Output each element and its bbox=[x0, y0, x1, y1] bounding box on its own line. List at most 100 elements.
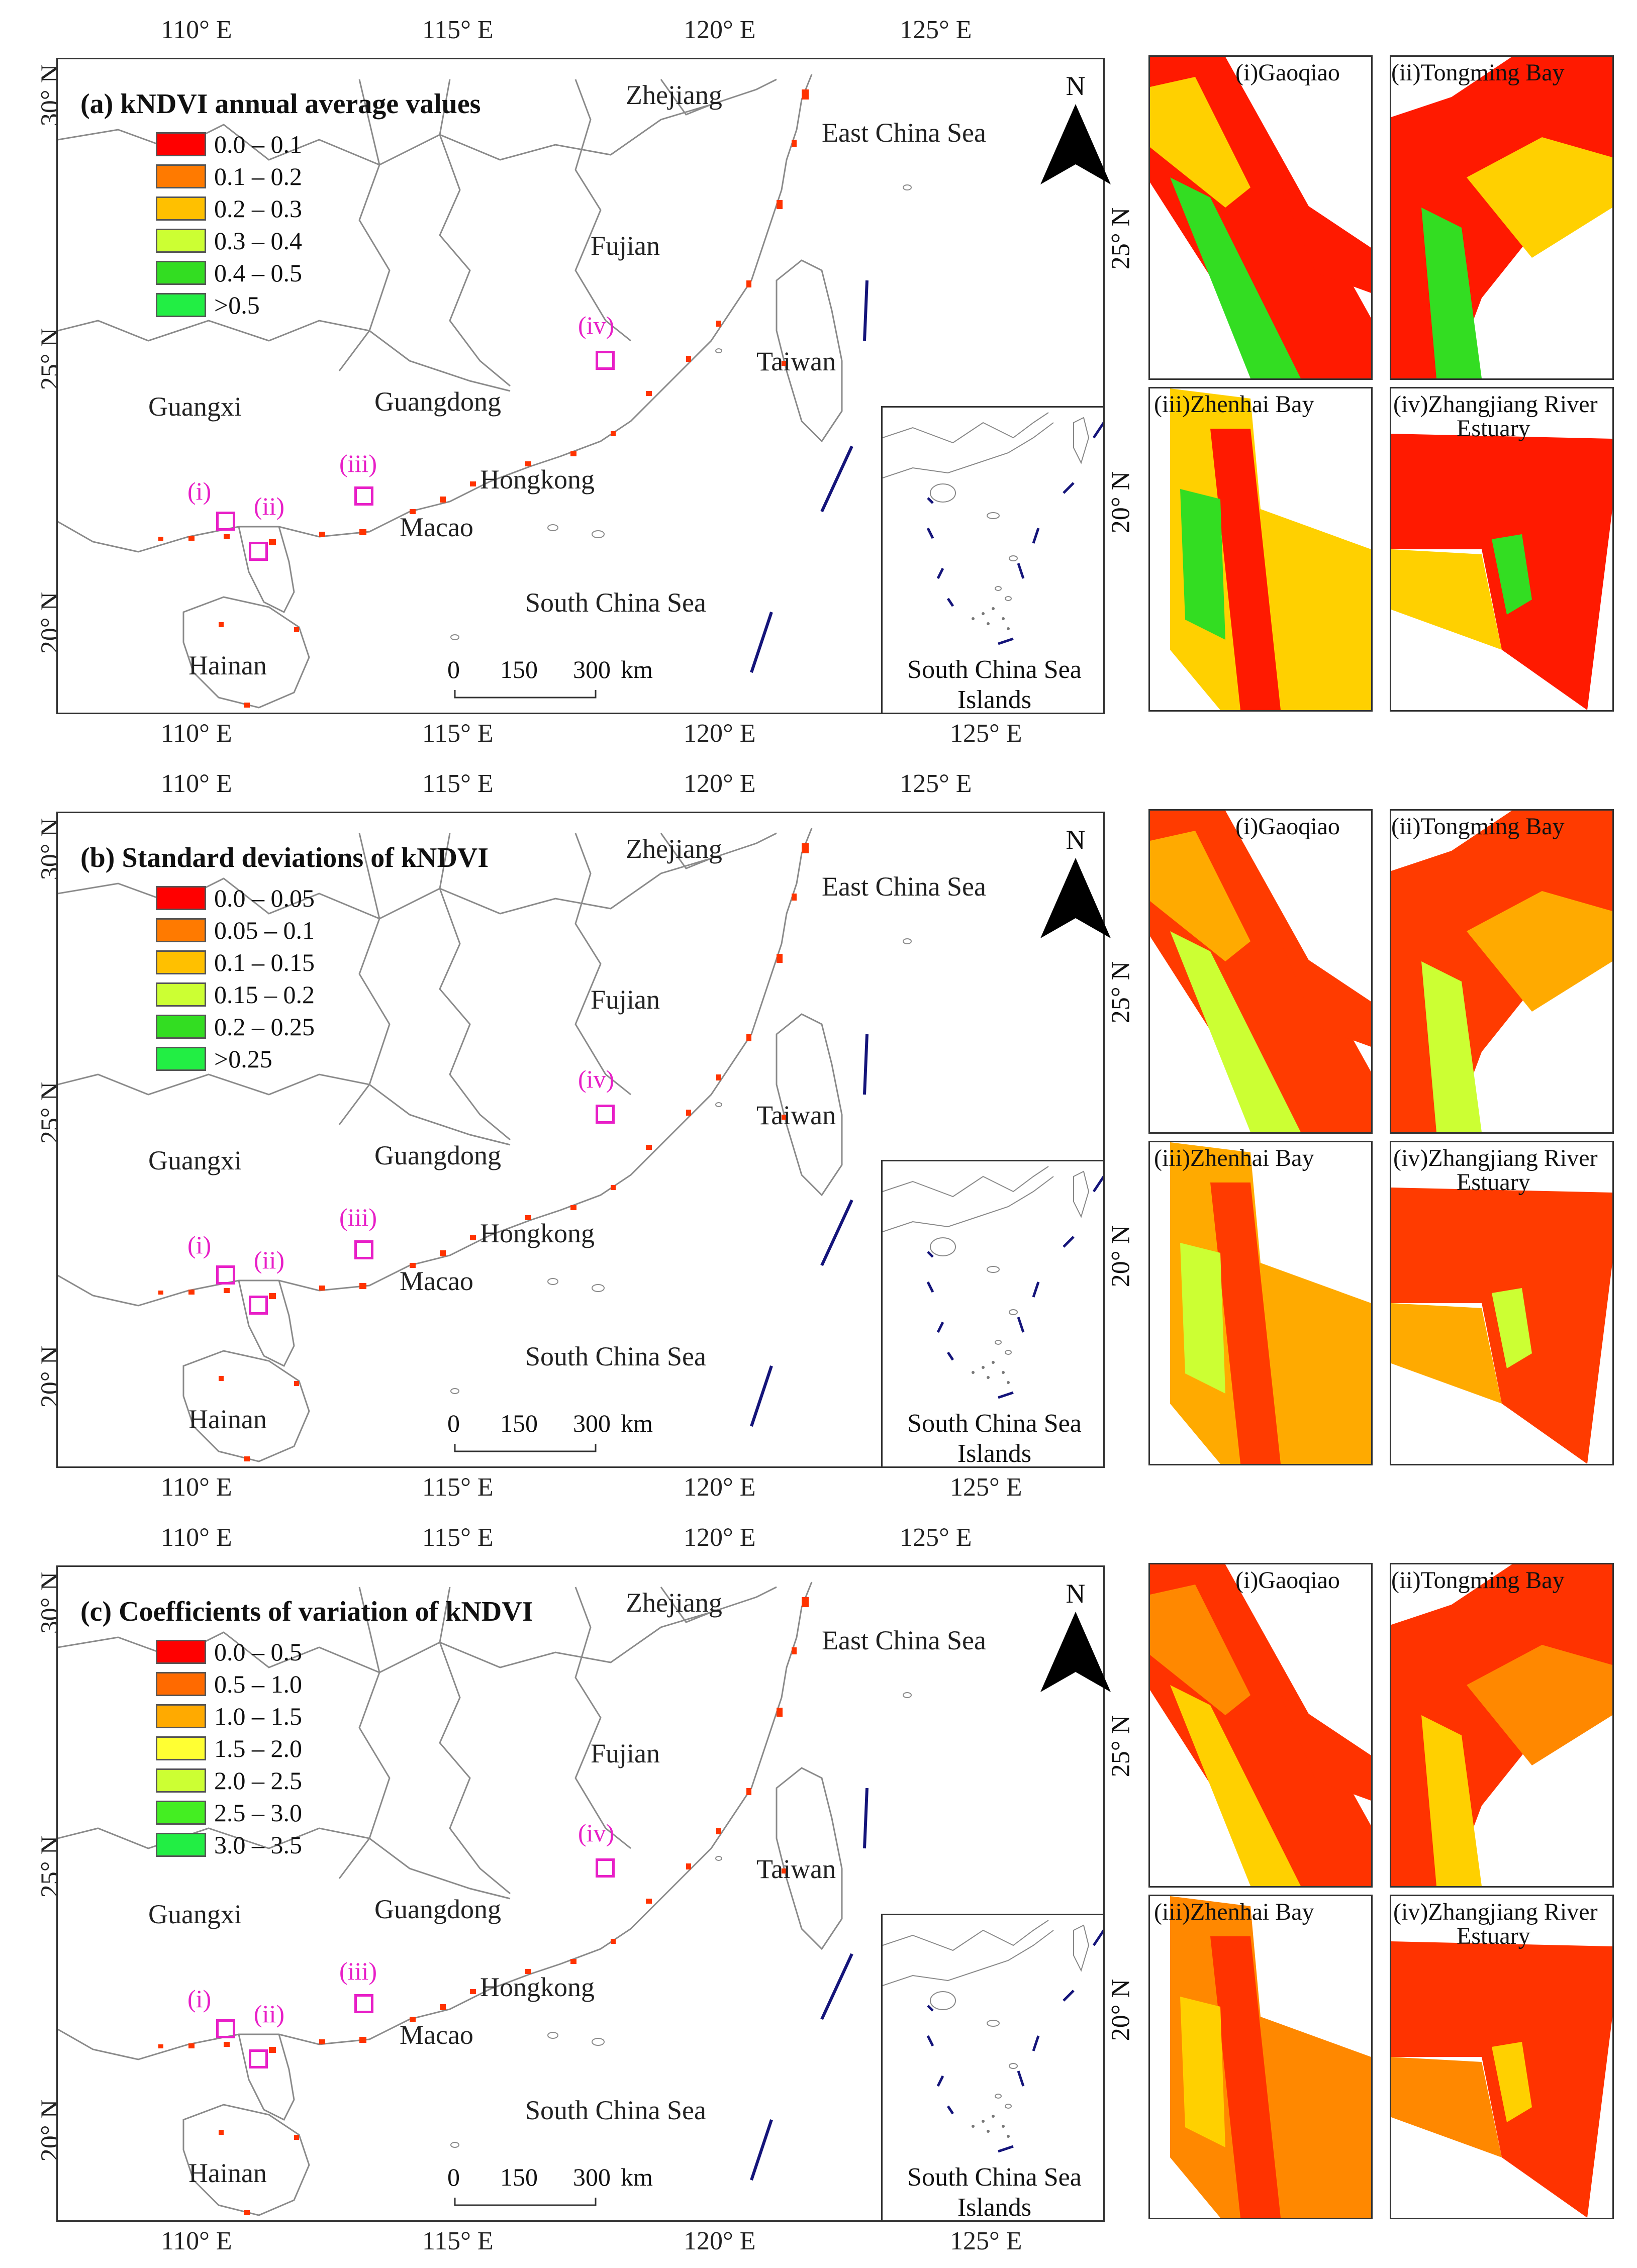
legend-item: 0.15 – 0.2 bbox=[156, 978, 315, 1011]
side-lat-tick: 20° N bbox=[1106, 1225, 1135, 1288]
site-box-iv bbox=[596, 1858, 615, 1878]
lon-tick: 120° E bbox=[684, 769, 756, 798]
inset-label-line1: South China Sea bbox=[907, 2163, 1082, 2192]
lon-tick: 115° E bbox=[422, 1473, 494, 1502]
lon-tick: 115° E bbox=[422, 719, 494, 748]
label-hainan: Hainan bbox=[188, 2158, 267, 2188]
label-macao: Macao bbox=[400, 1266, 473, 1296]
legend-label: 2.5 – 3.0 bbox=[214, 1799, 302, 1827]
label-guangxi: Guangxi bbox=[148, 1145, 242, 1175]
inset-map bbox=[883, 1920, 1103, 2153]
north-arrow-icon bbox=[1040, 104, 1111, 184]
site-label-i: (i) bbox=[187, 1231, 212, 1259]
legend: 0.0 – 0.5 0.5 – 1.0 1.0 – 1.5 1.5 – 2.0 2.0 … bbox=[156, 1636, 302, 1861]
label-guangdong: Guangdong bbox=[374, 1894, 501, 1924]
scale-label-0: 0 bbox=[447, 1409, 460, 1437]
detail-i-title: (i)Gaoqiao bbox=[1235, 813, 1340, 840]
site-box-ii bbox=[249, 2049, 268, 2068]
label-south-china-sea: South China Sea bbox=[525, 2095, 706, 2125]
detail-iv-title-line1: (iv)Zhangjiang River bbox=[1393, 1145, 1598, 1171]
site-box-iii bbox=[354, 1994, 373, 2013]
panel-title: (b) Standard deviations of kNDVI bbox=[80, 842, 489, 873]
site-box-iv bbox=[596, 1105, 615, 1124]
lon-tick: 110° E bbox=[161, 769, 232, 798]
detail-iii-raster bbox=[1170, 388, 1371, 710]
site-label-iv: (iv) bbox=[578, 311, 615, 339]
legend-item: 0.3 – 0.4 bbox=[156, 225, 302, 257]
lon-tick: 115° E bbox=[422, 2227, 494, 2255]
detail-iv: (iv)Zhangjiang River Estuary bbox=[1390, 1141, 1614, 1465]
detail-iv-raster bbox=[1391, 1941, 1612, 2218]
lon-tick: 120° E bbox=[684, 1473, 756, 1502]
legend-swatch bbox=[156, 1640, 206, 1664]
lon-tick: 125° E bbox=[900, 1523, 972, 1552]
map-frame: Zhejiang East China Sea Fujian Taiwan Gu… bbox=[56, 1565, 1105, 2222]
lon-tick: 110° E bbox=[161, 1523, 232, 1552]
label-macao: Macao bbox=[400, 2020, 473, 2050]
scale-label-150: 150 bbox=[500, 2163, 538, 2191]
lon-tick: 125° E bbox=[950, 719, 1022, 748]
map-panel-3: 110° E 115° E 120° E 125° E 30° N 25° N … bbox=[0, 1508, 1637, 2261]
label-fujian: Fujian bbox=[591, 231, 660, 261]
detail-i-raster bbox=[1150, 1564, 1371, 1886]
side-lat-tick: 20° N bbox=[1106, 471, 1135, 534]
site-label-iv: (iv) bbox=[578, 1065, 615, 1093]
scale-unit: km bbox=[621, 655, 653, 683]
scale-unit: km bbox=[621, 2163, 653, 2191]
label-zhejiang: Zhejiang bbox=[626, 80, 722, 110]
lon-tick: 110° E bbox=[161, 2227, 232, 2255]
legend-swatch bbox=[156, 982, 206, 1007]
detail-iii-raster bbox=[1170, 1142, 1371, 1464]
detail-ii: (ii)Tongming Bay bbox=[1390, 809, 1614, 1134]
detail-iv-title-line1: (iv)Zhangjiang River bbox=[1393, 1899, 1598, 1925]
scale-label-300: 300 bbox=[573, 1409, 611, 1437]
legend-swatch bbox=[156, 164, 206, 188]
legend-swatch bbox=[156, 132, 206, 156]
legend-item: 0.2 – 0.3 bbox=[156, 192, 302, 225]
detail-ii-title: (ii)Tongming Bay bbox=[1391, 59, 1565, 86]
detail-iv-raster bbox=[1391, 1188, 1612, 1464]
label-fujian: Fujian bbox=[591, 1738, 660, 1768]
scale-label-300: 300 bbox=[573, 655, 611, 683]
legend-item: 0.1 – 0.2 bbox=[156, 160, 302, 192]
label-taiwan: Taiwan bbox=[756, 1854, 836, 1884]
site-box-i bbox=[216, 1265, 235, 1285]
inset-map bbox=[883, 412, 1103, 645]
detail-iv-raster bbox=[1391, 434, 1612, 710]
north-arrow-icon bbox=[1040, 1612, 1111, 1692]
legend-swatch bbox=[156, 886, 206, 910]
legend-label: 0.1 – 0.2 bbox=[214, 162, 302, 190]
detail-ii-title: (ii)Tongming Bay bbox=[1391, 1567, 1565, 1594]
legend-label: 2.0 – 2.5 bbox=[214, 1766, 302, 1795]
site-box-i bbox=[216, 2019, 235, 2038]
label-guangdong: Guangdong bbox=[374, 386, 501, 417]
site-label-i: (i) bbox=[187, 1985, 212, 2013]
detail-i: (i)Gaoqiao bbox=[1148, 55, 1373, 380]
legend-swatch bbox=[156, 229, 206, 253]
lon-tick: 125° E bbox=[900, 16, 972, 44]
label-zhejiang: Zhejiang bbox=[626, 1588, 722, 1618]
north-label: N bbox=[1066, 1579, 1086, 1609]
label-east-china-sea: East China Sea bbox=[822, 118, 986, 148]
legend-swatch bbox=[156, 1047, 206, 1071]
north-arrow: N bbox=[1035, 70, 1116, 189]
label-zhejiang: Zhejiang bbox=[626, 834, 722, 864]
lon-tick: 120° E bbox=[684, 1523, 756, 1552]
detail-iii: (iii)Zhenhai Bay bbox=[1148, 1895, 1373, 2219]
islands-inset: South China Sea Islands bbox=[881, 406, 1103, 713]
legend-swatch bbox=[156, 196, 206, 221]
lon-tick: 110° E bbox=[161, 16, 232, 44]
legend-swatch bbox=[156, 261, 206, 285]
label-guangxi: Guangxi bbox=[148, 1899, 242, 1929]
lon-tick: 110° E bbox=[161, 1473, 232, 1502]
detail-iv-title-line2: Estuary bbox=[1457, 1923, 1530, 1949]
label-hongkong: Hongkong bbox=[480, 1218, 595, 1248]
legend-item: 3.0 – 3.5 bbox=[156, 1829, 302, 1861]
detail-iii-title: (iii)Zhenhai Bay bbox=[1154, 391, 1314, 418]
scale-label-0: 0 bbox=[447, 655, 460, 683]
legend-label: 0.0 – 0.05 bbox=[214, 884, 315, 912]
legend-item: >0.25 bbox=[156, 1043, 315, 1075]
site-box-iii bbox=[354, 486, 373, 506]
legend-label: 0.15 – 0.2 bbox=[214, 980, 315, 1009]
detail-ii: (ii)Tongming Bay bbox=[1390, 55, 1614, 380]
